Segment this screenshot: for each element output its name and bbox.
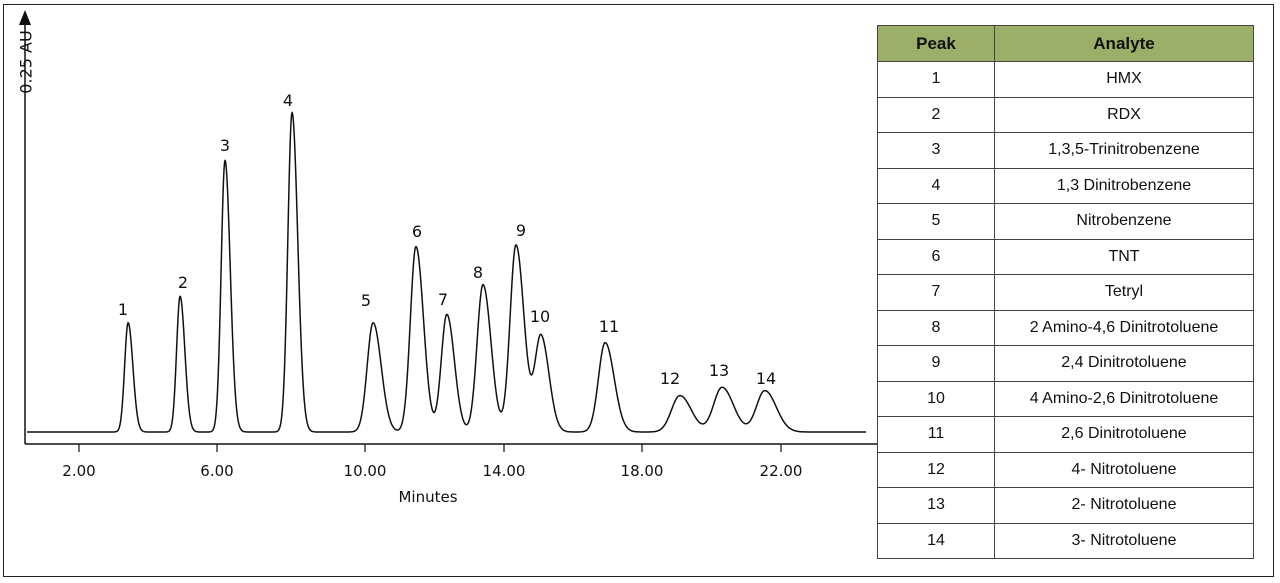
cell-analyte: TNT: [994, 238, 1254, 275]
x-tick-label: 6.00: [200, 462, 234, 480]
cell-analyte: 1,3,5-Trinitrobenzene: [994, 132, 1254, 169]
table-row: 7 Tetryl: [877, 274, 1254, 311]
table-row: 14 3- Nitrotoluene: [877, 522, 1254, 559]
x-ticks: [78, 444, 782, 452]
cell-analyte: 4- Nitrotoluene: [994, 451, 1254, 488]
x-tick-label: 18.00: [620, 462, 664, 480]
cell-peak: 4: [877, 167, 995, 204]
header-peak: Peak: [877, 25, 995, 62]
peak-label: 1: [117, 300, 129, 319]
cell-analyte: Tetryl: [994, 274, 1254, 311]
peak-analyte-table: Peak Analyte 1 HMX 2 RDX 3 1,3,5-Trinitrobe…: [877, 25, 1254, 559]
peak-label: 14: [755, 369, 777, 388]
cell-analyte: 2,6 Dinitrotoluene: [994, 416, 1254, 453]
table-row: 5 Nitrobenzene: [877, 203, 1254, 240]
cell-peak: 10: [877, 380, 995, 417]
cell-peak: 12: [877, 451, 995, 488]
cell-peak: 5: [877, 203, 995, 240]
y-axis-label: 0.25 AU: [16, 30, 36, 94]
cell-analyte: 1,3 Dinitrobenzene: [994, 167, 1254, 204]
header-analyte: Analyte: [994, 25, 1254, 62]
table-row: 2 RDX: [877, 96, 1254, 133]
cell-peak: 7: [877, 274, 995, 311]
peak-label: 8: [472, 263, 484, 282]
table-row: 4 1,3 Dinitrobenzene: [877, 167, 1254, 204]
cell-peak: 13: [877, 487, 995, 524]
x-tick-label: 22.00: [759, 462, 803, 480]
peak-label: 3: [219, 136, 231, 155]
table-row: 1 HMX: [877, 61, 1254, 98]
x-tick-label: 14.00: [482, 462, 526, 480]
table-row: 11 2,6 Dinitrotoluene: [877, 416, 1254, 453]
cell-analyte: Nitrobenzene: [994, 203, 1254, 240]
cell-peak: 2: [877, 96, 995, 133]
cell-analyte: 3- Nitrotoluene: [994, 522, 1254, 559]
peak-label: 6: [411, 222, 423, 241]
cell-analyte: 2- Nitrotoluene: [994, 487, 1254, 524]
peak-label: 7: [437, 290, 449, 309]
peak-label: 2: [177, 273, 189, 292]
cell-peak: 9: [877, 345, 995, 382]
axes: [19, 10, 877, 452]
cell-analyte: 4 Amino-2,6 Dinitrotoluene: [994, 380, 1254, 417]
peak-label: 9: [515, 221, 527, 240]
cell-peak: 1: [877, 61, 995, 98]
peak-label: 4: [282, 91, 294, 110]
cell-analyte: 2,4 Dinitrotoluene: [994, 345, 1254, 382]
table-row: 9 2,4 Dinitrotoluene: [877, 345, 1254, 382]
table-row: 10 4 Amino-2,6 Dinitrotoluene: [877, 380, 1254, 417]
table-header-row: Peak Analyte: [877, 25, 1254, 62]
table-row: 6 TNT: [877, 238, 1254, 275]
x-axis-label: Minutes: [398, 488, 458, 506]
peak-label: 13: [708, 361, 730, 380]
cell-peak: 14: [877, 522, 995, 559]
table-row: 3 1,3,5-Trinitrobenzene: [877, 132, 1254, 169]
chromatogram-trace: [26, 111, 867, 433]
x-tick-label: 10.00: [343, 462, 387, 480]
table-row: 12 4- Nitrotoluene: [877, 451, 1254, 488]
cell-peak: 11: [877, 416, 995, 453]
cell-analyte: RDX: [994, 96, 1254, 133]
figure-frame: [3, 4, 1274, 577]
cell-peak: 6: [877, 238, 995, 275]
cell-peak: 8: [877, 309, 995, 346]
table-row: 13 2- Nitrotoluene: [877, 487, 1254, 524]
y-axis-arrow-icon: [19, 10, 31, 25]
cell-peak: 3: [877, 132, 995, 169]
peak-label: 12: [659, 369, 681, 388]
peak-label: 11: [598, 317, 620, 336]
x-tick-label: 2.00: [62, 462, 96, 480]
peak-label: 10: [529, 307, 551, 326]
cell-analyte: HMX: [994, 61, 1254, 98]
peak-label: 5: [360, 291, 372, 310]
cell-analyte: 2 Amino-4,6 Dinitrotoluene: [994, 309, 1254, 346]
